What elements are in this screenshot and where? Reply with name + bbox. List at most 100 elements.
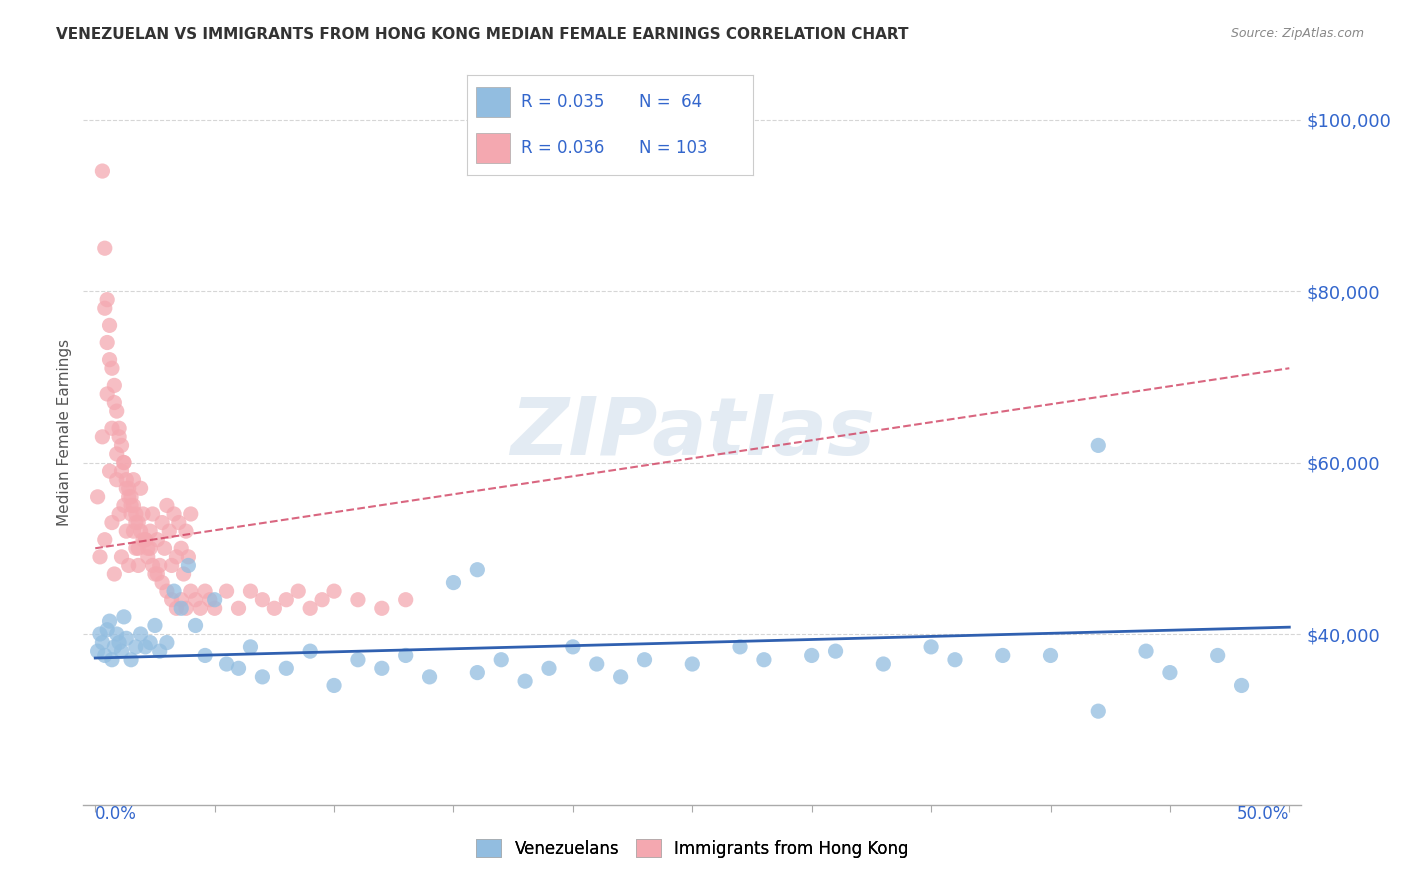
Point [204,601,226,615]
Point [127,558,149,573]
Point [228,661,250,675]
Point [129,627,152,641]
Point [239,584,262,599]
Point [177,558,200,573]
Point [215,584,238,599]
Point [86,644,108,658]
Point [489,653,512,667]
Point [91,635,114,649]
Point [103,566,125,581]
Point [115,481,138,495]
Point [110,549,132,564]
Point [1206,648,1229,663]
Point [347,592,370,607]
Point [163,584,186,599]
Point [1135,644,1157,658]
Point [98,352,121,367]
Point [91,164,114,178]
Point [467,665,489,680]
Point [165,601,187,615]
Point [824,644,846,658]
Point [129,524,152,538]
Point [108,507,131,521]
Point [1087,704,1109,718]
Point [323,584,346,599]
Point [537,661,560,675]
Point [467,563,489,577]
Point [299,601,322,615]
Point [134,640,156,654]
Point [143,566,166,581]
Text: VENEZUELAN VS IMMIGRANTS FROM HONG KONG MEDIAN FEMALE EARNINGS CORRELATION CHART: VENEZUELAN VS IMMIGRANTS FROM HONG KONG … [56,27,908,42]
Point [215,657,238,671]
Point [134,533,156,547]
Point [110,438,132,452]
Point [141,558,163,573]
Point [173,566,195,581]
Point [89,627,111,641]
Point [188,601,211,615]
Point [156,635,179,649]
Point [120,653,142,667]
Point [156,584,179,599]
Point [194,584,217,599]
Point [174,601,197,615]
Point [180,584,202,599]
Point [347,653,370,667]
Point [287,584,309,599]
Point [184,592,207,607]
Point [920,640,942,654]
Point [513,674,536,689]
Point [609,670,631,684]
Point [98,464,121,478]
Point [115,473,138,487]
Point [150,575,173,590]
Point [299,644,322,658]
Point [132,533,155,547]
Point [311,592,333,607]
Point [136,549,159,564]
Legend: Venezuelans, Immigrants from Hong Kong: Venezuelans, Immigrants from Hong Kong [470,832,915,864]
Point [94,533,117,547]
Point [139,635,162,649]
Point [728,640,751,654]
Point [125,507,148,521]
Point [129,481,152,495]
Text: 0.0%: 0.0% [96,805,138,823]
Point [108,635,131,649]
Point [443,575,465,590]
Point [150,516,173,530]
Point [170,592,193,607]
Text: 50.0%: 50.0% [1237,805,1289,823]
Point [110,644,132,658]
Point [98,318,121,333]
Point [872,657,894,671]
Point [146,566,169,581]
Point [276,661,298,675]
Point [167,516,190,530]
Point [323,678,346,692]
Point [112,610,135,624]
Point [110,464,132,478]
Point [395,592,418,607]
Point [252,592,274,607]
Point [149,644,172,658]
Point [91,430,114,444]
Point [170,541,193,556]
Point [122,524,145,538]
Point [127,516,149,530]
Point [139,541,162,556]
Point [174,524,197,538]
Point [89,549,111,564]
Point [139,524,162,538]
Text: ZIPatlas: ZIPatlas [510,393,875,472]
Point [120,499,142,513]
Point [1087,438,1109,452]
Point [681,657,703,671]
Point [157,524,180,538]
Point [633,653,655,667]
Point [101,653,124,667]
Point [115,524,138,538]
Point [1159,665,1181,680]
Point [108,421,131,435]
